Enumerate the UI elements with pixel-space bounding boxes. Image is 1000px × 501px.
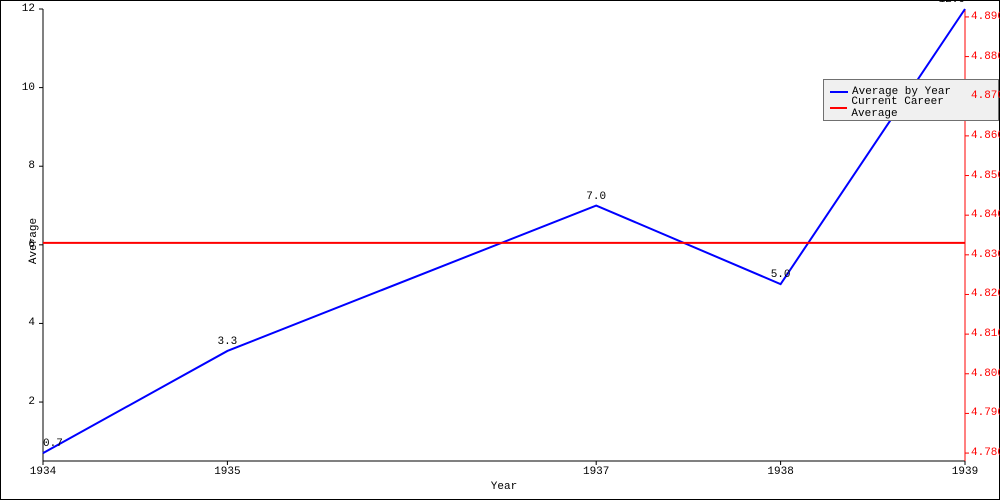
x-tick-label: 1938 [767, 466, 793, 478]
x-tick-label: 1935 [214, 466, 240, 478]
y-right-tick-label: 4.870 [971, 90, 1000, 102]
x-tick-label: 1937 [583, 466, 609, 478]
y-left-tick-label: 2 [28, 396, 35, 408]
y-right-tick-label: 4.840 [971, 209, 1000, 221]
chart-svg [1, 1, 1000, 501]
y-right-tick-label: 4.850 [971, 170, 1000, 182]
y-left-axis-title: Average [28, 218, 40, 264]
data-point-label: 12.0 [939, 0, 965, 6]
chart-container: Average by YearCurrent Career Average 19… [0, 0, 1000, 500]
legend-swatch [830, 91, 848, 93]
data-point-label: 5.0 [771, 269, 791, 281]
data-point-label: 3.3 [217, 336, 237, 348]
y-right-tick-label: 4.820 [971, 288, 1000, 300]
data-point-label: 7.0 [586, 191, 606, 203]
y-left-tick-label: 8 [28, 160, 35, 172]
y-left-tick-label: 4 [28, 317, 35, 329]
data-point-label: 0.7 [43, 438, 63, 450]
y-right-tick-label: 4.800 [971, 368, 1000, 380]
y-right-tick-label: 4.810 [971, 328, 1000, 340]
y-right-tick-label: 4.890 [971, 11, 1000, 23]
y-right-tick-label: 4.880 [971, 51, 1000, 63]
y-left-tick-label: 10 [22, 82, 35, 94]
x-axis-title: Year [491, 481, 517, 493]
y-right-tick-label: 4.830 [971, 249, 1000, 261]
x-tick-label: 1934 [30, 466, 56, 478]
legend-item: Current Career Average [830, 100, 992, 116]
y-right-tick-label: 4.790 [971, 407, 1000, 419]
y-right-tick-label: 4.860 [971, 130, 1000, 142]
y-right-tick-label: 4.780 [971, 447, 1000, 459]
y-left-tick-label: 12 [22, 3, 35, 15]
x-tick-label: 1939 [952, 466, 978, 478]
legend-swatch [830, 107, 847, 109]
